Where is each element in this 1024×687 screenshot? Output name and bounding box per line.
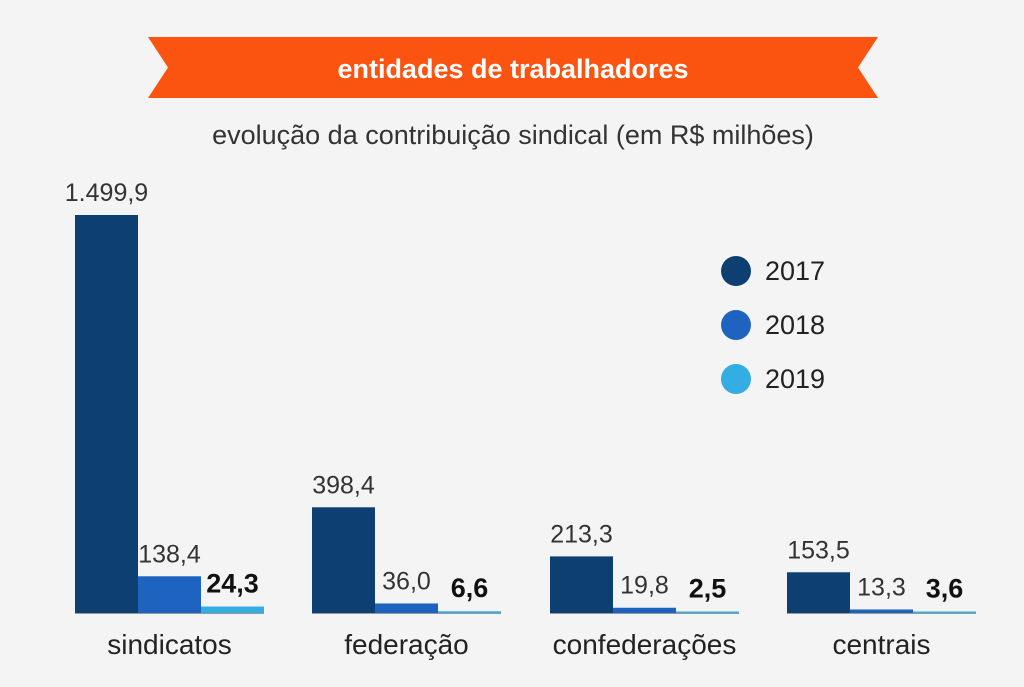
bar-2019-1 <box>438 611 501 613</box>
bar-2019-3 <box>913 611 976 613</box>
legend-swatch-2019 <box>721 364 751 394</box>
value-label-2018-0: 138,4 <box>138 540 201 568</box>
plot-area: 1.499,9 398,4 213,3 153,5 138,4 36,0 19,8 13,3 2… <box>65 179 976 660</box>
bar-2019-2 <box>676 611 739 613</box>
value-label-2018-3: 13,3 <box>857 573 906 601</box>
bar-2017-1 <box>312 507 375 613</box>
category-label-0: sindicatos <box>107 629 232 660</box>
bar-2018-1 <box>375 603 438 613</box>
value-label-2017-2: 213,3 <box>550 520 613 548</box>
value-label-2019-0: 24,3 <box>206 569 259 599</box>
bar-2017-0 <box>75 215 138 613</box>
legend-label-2019: 2019 <box>765 364 825 394</box>
value-label-2017-3: 153,5 <box>787 536 850 564</box>
bar-2019-0 <box>201 606 264 613</box>
value-label-2017-0: 1.499,9 <box>65 179 148 207</box>
title-banner-ribbon <box>148 37 878 98</box>
bar-2017-2 <box>550 556 613 613</box>
value-label-2017-1: 398,4 <box>312 471 375 499</box>
legend-label-2017: 2017 <box>765 256 825 286</box>
value-label-2019-3: 3,6 <box>926 574 964 604</box>
legend-label-2018: 2018 <box>765 310 825 340</box>
chart-subtitle: evolução da contribuição sindical (em R$… <box>212 120 814 150</box>
category-label-1: federação <box>344 629 469 660</box>
bar-2017-3 <box>787 572 850 613</box>
bar-2018-0 <box>138 576 201 613</box>
bar-2018-3 <box>850 609 913 613</box>
category-label-3: centrais <box>832 629 930 660</box>
value-label-2018-1: 36,0 <box>382 567 431 595</box>
title-banner: entidades de trabalhadores <box>148 37 878 98</box>
bar-2018-2 <box>613 607 676 613</box>
value-label-2019-2: 2,5 <box>689 574 727 604</box>
legend-swatch-2018 <box>721 310 751 340</box>
value-label-2018-2: 19,8 <box>620 572 669 600</box>
legend: 2017 2018 2019 <box>721 256 825 394</box>
category-label-2: confederações <box>553 629 737 660</box>
legend-swatch-2017 <box>721 256 751 286</box>
chart-title: entidades de trabalhadores <box>337 54 688 84</box>
value-label-2019-1: 6,6 <box>451 573 489 603</box>
